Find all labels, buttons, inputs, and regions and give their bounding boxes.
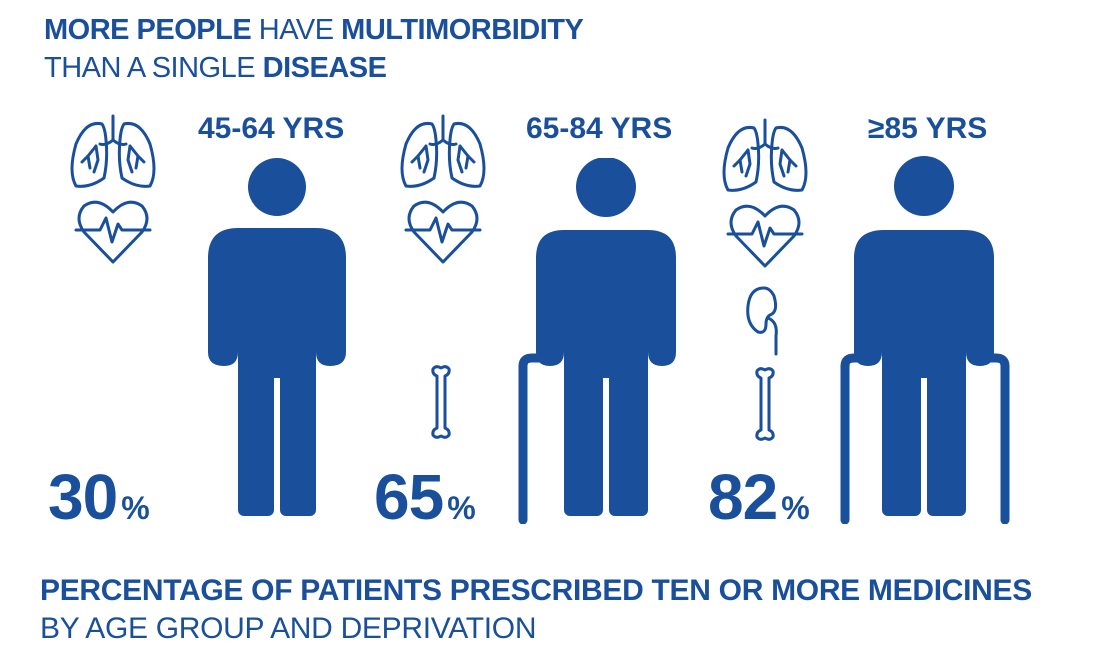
age-label-85-plus: ≥85 YRS — [868, 112, 988, 145]
title-line-1: MORE PEOPLE HAVE MULTIMORBIDITY — [44, 14, 584, 46]
title-bold-multimorbidity: MULTIMORBIDITY — [341, 14, 584, 46]
heart-pulse-icon — [404, 200, 482, 264]
percent-sign: % — [447, 490, 476, 526]
walking-stick-icon — [977, 353, 1010, 524]
percent-45-64: 30% — [48, 462, 150, 532]
title-light-single: THAN A SINGLE — [44, 52, 256, 84]
percent-sign: % — [121, 490, 150, 526]
age-label-65-84: 65-84 YRS — [526, 112, 673, 145]
heart-pulse-icon — [726, 204, 804, 268]
walking-stick-icon — [518, 353, 553, 524]
percent-value: 30 — [48, 461, 118, 533]
percent-sign: % — [781, 490, 810, 526]
footer-heading: PERCENTAGE OF PATIENTS PRESCRIBED TEN OR… — [40, 574, 1032, 607]
title-line-2: THAN A SINGLE DISEASE — [44, 52, 387, 84]
lungs-icon — [722, 118, 808, 192]
age-label-45-64: 45-64 YRS — [198, 112, 345, 145]
lungs-icon — [70, 114, 156, 188]
title-bold-disease: DISEASE — [262, 52, 387, 84]
percent-85-plus: 82% — [708, 462, 810, 532]
person-icon — [536, 158, 676, 516]
footer-subheading: BY AGE GROUP AND DEPRIVATION — [40, 612, 537, 645]
title-bold-people: MORE PEOPLE — [44, 14, 252, 46]
lungs-icon — [400, 114, 486, 188]
person-icon — [854, 156, 994, 516]
heart-pulse-icon — [74, 200, 152, 264]
person-icon — [208, 158, 346, 516]
percent-65-84: 65% — [374, 462, 476, 532]
percent-value: 82 — [708, 461, 778, 533]
walking-stick-icon — [840, 353, 873, 524]
bone-icon — [431, 365, 451, 439]
kidney-icon — [746, 286, 778, 356]
bone-icon — [755, 367, 775, 441]
percent-value: 65 — [374, 461, 444, 533]
title-light-have: HAVE — [258, 14, 334, 46]
